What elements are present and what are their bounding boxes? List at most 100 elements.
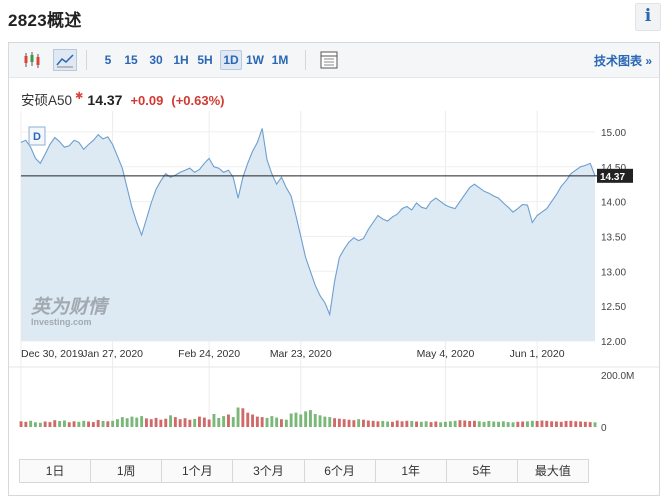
- volume-bar: [125, 418, 129, 427]
- volume-bar: [323, 416, 327, 427]
- range-1w[interactable]: 1周: [91, 460, 163, 482]
- range-1m[interactable]: 1个月: [162, 460, 234, 482]
- volume-bar: [400, 421, 404, 427]
- volume-bar: [178, 419, 182, 427]
- interval-15[interactable]: 15: [124, 53, 138, 67]
- volume-bar: [366, 420, 370, 427]
- volume-bar: [492, 421, 496, 427]
- interval-1h[interactable]: 1H: [173, 53, 189, 67]
- volume-bar: [352, 420, 356, 427]
- volume-bar: [116, 419, 119, 427]
- volume-bar: [362, 419, 365, 427]
- volume-bar: [463, 420, 467, 427]
- volume-bar: [434, 421, 438, 427]
- volume-bar: [410, 421, 414, 427]
- volume-bar: [173, 417, 177, 427]
- range-5y[interactable]: 5年: [446, 460, 518, 482]
- interval-1w[interactable]: 1W: [246, 53, 264, 67]
- volume-bar: [246, 412, 250, 427]
- quote-bar: 安硕A50 ✱ 14.37 +0.09 (+0.63%): [21, 89, 225, 109]
- x-tick-label: Feb 24, 2020: [178, 348, 240, 360]
- volume-bar: [111, 420, 115, 427]
- interval-5[interactable]: 5: [104, 53, 112, 67]
- volume-bar: [448, 421, 452, 427]
- volume-bar: [313, 414, 317, 427]
- volume-bar: [270, 416, 274, 427]
- y-tick-label: 14.00: [601, 198, 626, 209]
- volume-bar: [58, 421, 62, 427]
- volume-bar: [87, 421, 90, 427]
- volume-bar: [357, 419, 361, 427]
- volume-bar: [24, 421, 28, 427]
- volume-bar: [255, 416, 259, 427]
- x-tick-label: Jan 27, 2020: [82, 348, 143, 360]
- volume-bar: [569, 420, 573, 427]
- volume-bar: [342, 419, 346, 427]
- range-1d[interactable]: 1日: [20, 460, 92, 482]
- last-price-label: 14.37: [600, 172, 625, 183]
- volume-bar: [381, 421, 385, 427]
- range-max[interactable]: 最大值: [517, 460, 588, 482]
- volume-bar: [63, 420, 66, 427]
- tech-chart-link[interactable]: 技术图表 »: [593, 54, 652, 68]
- price-chart[interactable]: 15.00 14.50 14.00 13.50 13.00 12.50 12.00 14.37…: [9, 105, 659, 457]
- volume-bar: [145, 418, 148, 427]
- volume-bar: [289, 413, 293, 427]
- volume-bar: [275, 417, 279, 427]
- volume-bar: [154, 417, 158, 427]
- x-tick-label: Jun 1, 2020: [510, 348, 565, 360]
- y-tick-label: 13.00: [601, 267, 626, 278]
- volume-bar: [101, 421, 105, 427]
- volume-bar: [429, 422, 433, 427]
- volume-bar: [521, 421, 525, 427]
- toolbar-separator: [305, 50, 306, 70]
- price-area-fill: [21, 128, 595, 341]
- volume-bar: [241, 408, 245, 427]
- interval-marker-box[interactable]: [28, 126, 46, 146]
- volume-bar: [159, 419, 163, 427]
- volume-bar: [299, 414, 303, 427]
- volume-bar: [164, 418, 168, 427]
- range-6m[interactable]: 6个月: [304, 460, 376, 482]
- volume-bar: [227, 414, 230, 427]
- interval-1d[interactable]: 1D: [220, 50, 242, 70]
- volume-bar: [530, 420, 534, 427]
- volume-bar: [468, 421, 472, 427]
- interval-1m[interactable]: 1M: [271, 53, 289, 67]
- volume-bar: [294, 412, 298, 427]
- volume-bar: [77, 421, 81, 427]
- candlestick-icon[interactable]: [23, 51, 41, 69]
- volume-bar: [564, 421, 568, 427]
- volume-bar: [328, 417, 332, 427]
- double-arrow-icon: »: [645, 54, 652, 68]
- volume-bar: [217, 417, 221, 427]
- interval-marker-label[interactable]: D: [33, 131, 41, 143]
- volume-bar: [193, 418, 197, 427]
- volume-bar: [439, 422, 443, 427]
- volume-axis-zero: 0: [601, 423, 607, 434]
- watermark-logo: 英为财情: [31, 296, 110, 318]
- volume-bar: [251, 414, 254, 427]
- volume-bar: [347, 419, 351, 427]
- info-icon[interactable]: i: [635, 3, 661, 31]
- volume-bar: [482, 421, 486, 427]
- volume-bar: [284, 419, 288, 427]
- range-3m[interactable]: 3个月: [233, 460, 305, 482]
- volume-bar: [550, 421, 554, 427]
- area-chart-icon[interactable]: [53, 49, 77, 71]
- volume-bar: [260, 417, 264, 427]
- volume-bar: [120, 417, 124, 427]
- table-icon[interactable]: [319, 50, 339, 70]
- volume-bar: [222, 416, 226, 427]
- volume-bar: [183, 418, 187, 427]
- y-tick-label: 12.50: [601, 302, 626, 313]
- range-1y[interactable]: 1年: [375, 460, 447, 482]
- volume-bar: [559, 421, 563, 427]
- interval-30[interactable]: 30: [149, 53, 163, 67]
- volume-bar: [53, 420, 57, 427]
- volume-bar: [135, 417, 139, 427]
- interval-5h[interactable]: 5H: [197, 53, 213, 67]
- volume-bar: [29, 420, 33, 427]
- volume-bar: [140, 416, 144, 427]
- volume-bar: [265, 417, 269, 427]
